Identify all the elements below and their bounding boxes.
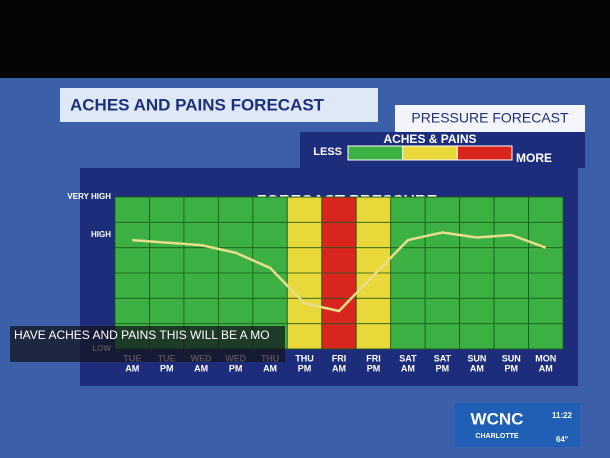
legend-swatch — [347, 145, 404, 161]
x-tick-label: PM — [229, 363, 243, 373]
x-tick-label: FRI — [332, 353, 347, 363]
x-tick-label: AM — [194, 363, 208, 373]
legend-less: LESS — [313, 146, 342, 158]
pressure-line — [132, 231, 547, 313]
x-tick-label: AM — [332, 363, 346, 373]
legend-swatch — [402, 145, 458, 161]
x-tick-label: MON — [535, 353, 556, 363]
subtitle: PRESSURE FORECAST — [411, 110, 569, 126]
plot: VERY HIGHHIGHLOWTUEAMTUEPMWEDAMWEDPMTHUA… — [67, 192, 564, 373]
caption: HAVE ACHES AND PAINS THIS WILL BE A MO — [14, 328, 270, 342]
legend-more: MORE — [516, 151, 552, 165]
station-logo — [455, 403, 580, 447]
station-temp: 64° — [556, 435, 568, 444]
title: ACHES AND PAINS FORECAST — [70, 95, 325, 114]
x-tick-label: AM — [539, 363, 553, 373]
x-tick-label: FRI — [366, 353, 381, 363]
subtitle-box — [395, 105, 585, 132]
x-tick-label: SUN — [467, 353, 486, 363]
x-tick-label: PM — [436, 363, 450, 373]
x-tick-label: PM — [505, 363, 519, 373]
caption-wrap: HAVE ACHES AND PAINS THIS WILL BE A MO — [14, 328, 270, 342]
x-tick-label: AM — [263, 363, 277, 373]
x-tick-label: AM — [125, 363, 139, 373]
station-city: CHARLOTTE — [475, 433, 518, 440]
x-tick-label: PM — [367, 363, 381, 373]
x-tick-label: THU — [295, 353, 314, 363]
x-tick-label: PM — [298, 363, 312, 373]
y-tick-label: VERY HIGH — [67, 192, 111, 201]
x-tick-label: AM — [401, 363, 415, 373]
legend-swatch — [456, 145, 513, 161]
title-band — [60, 88, 378, 122]
x-tick-label: PM — [160, 363, 174, 373]
legend-title: ACHES & PAINS — [383, 132, 476, 146]
legend-bar — [347, 145, 513, 161]
x-tick-label: SUN — [502, 353, 521, 363]
x-tick-label: SAT — [399, 353, 417, 363]
y-tick-label: HIGH — [91, 230, 111, 239]
x-tick-label: AM — [470, 363, 484, 373]
station-time: 11:22 — [552, 411, 573, 420]
x-tick-label: SAT — [434, 353, 452, 363]
caption-box — [10, 326, 285, 362]
station-name: WCNC — [471, 409, 524, 428]
